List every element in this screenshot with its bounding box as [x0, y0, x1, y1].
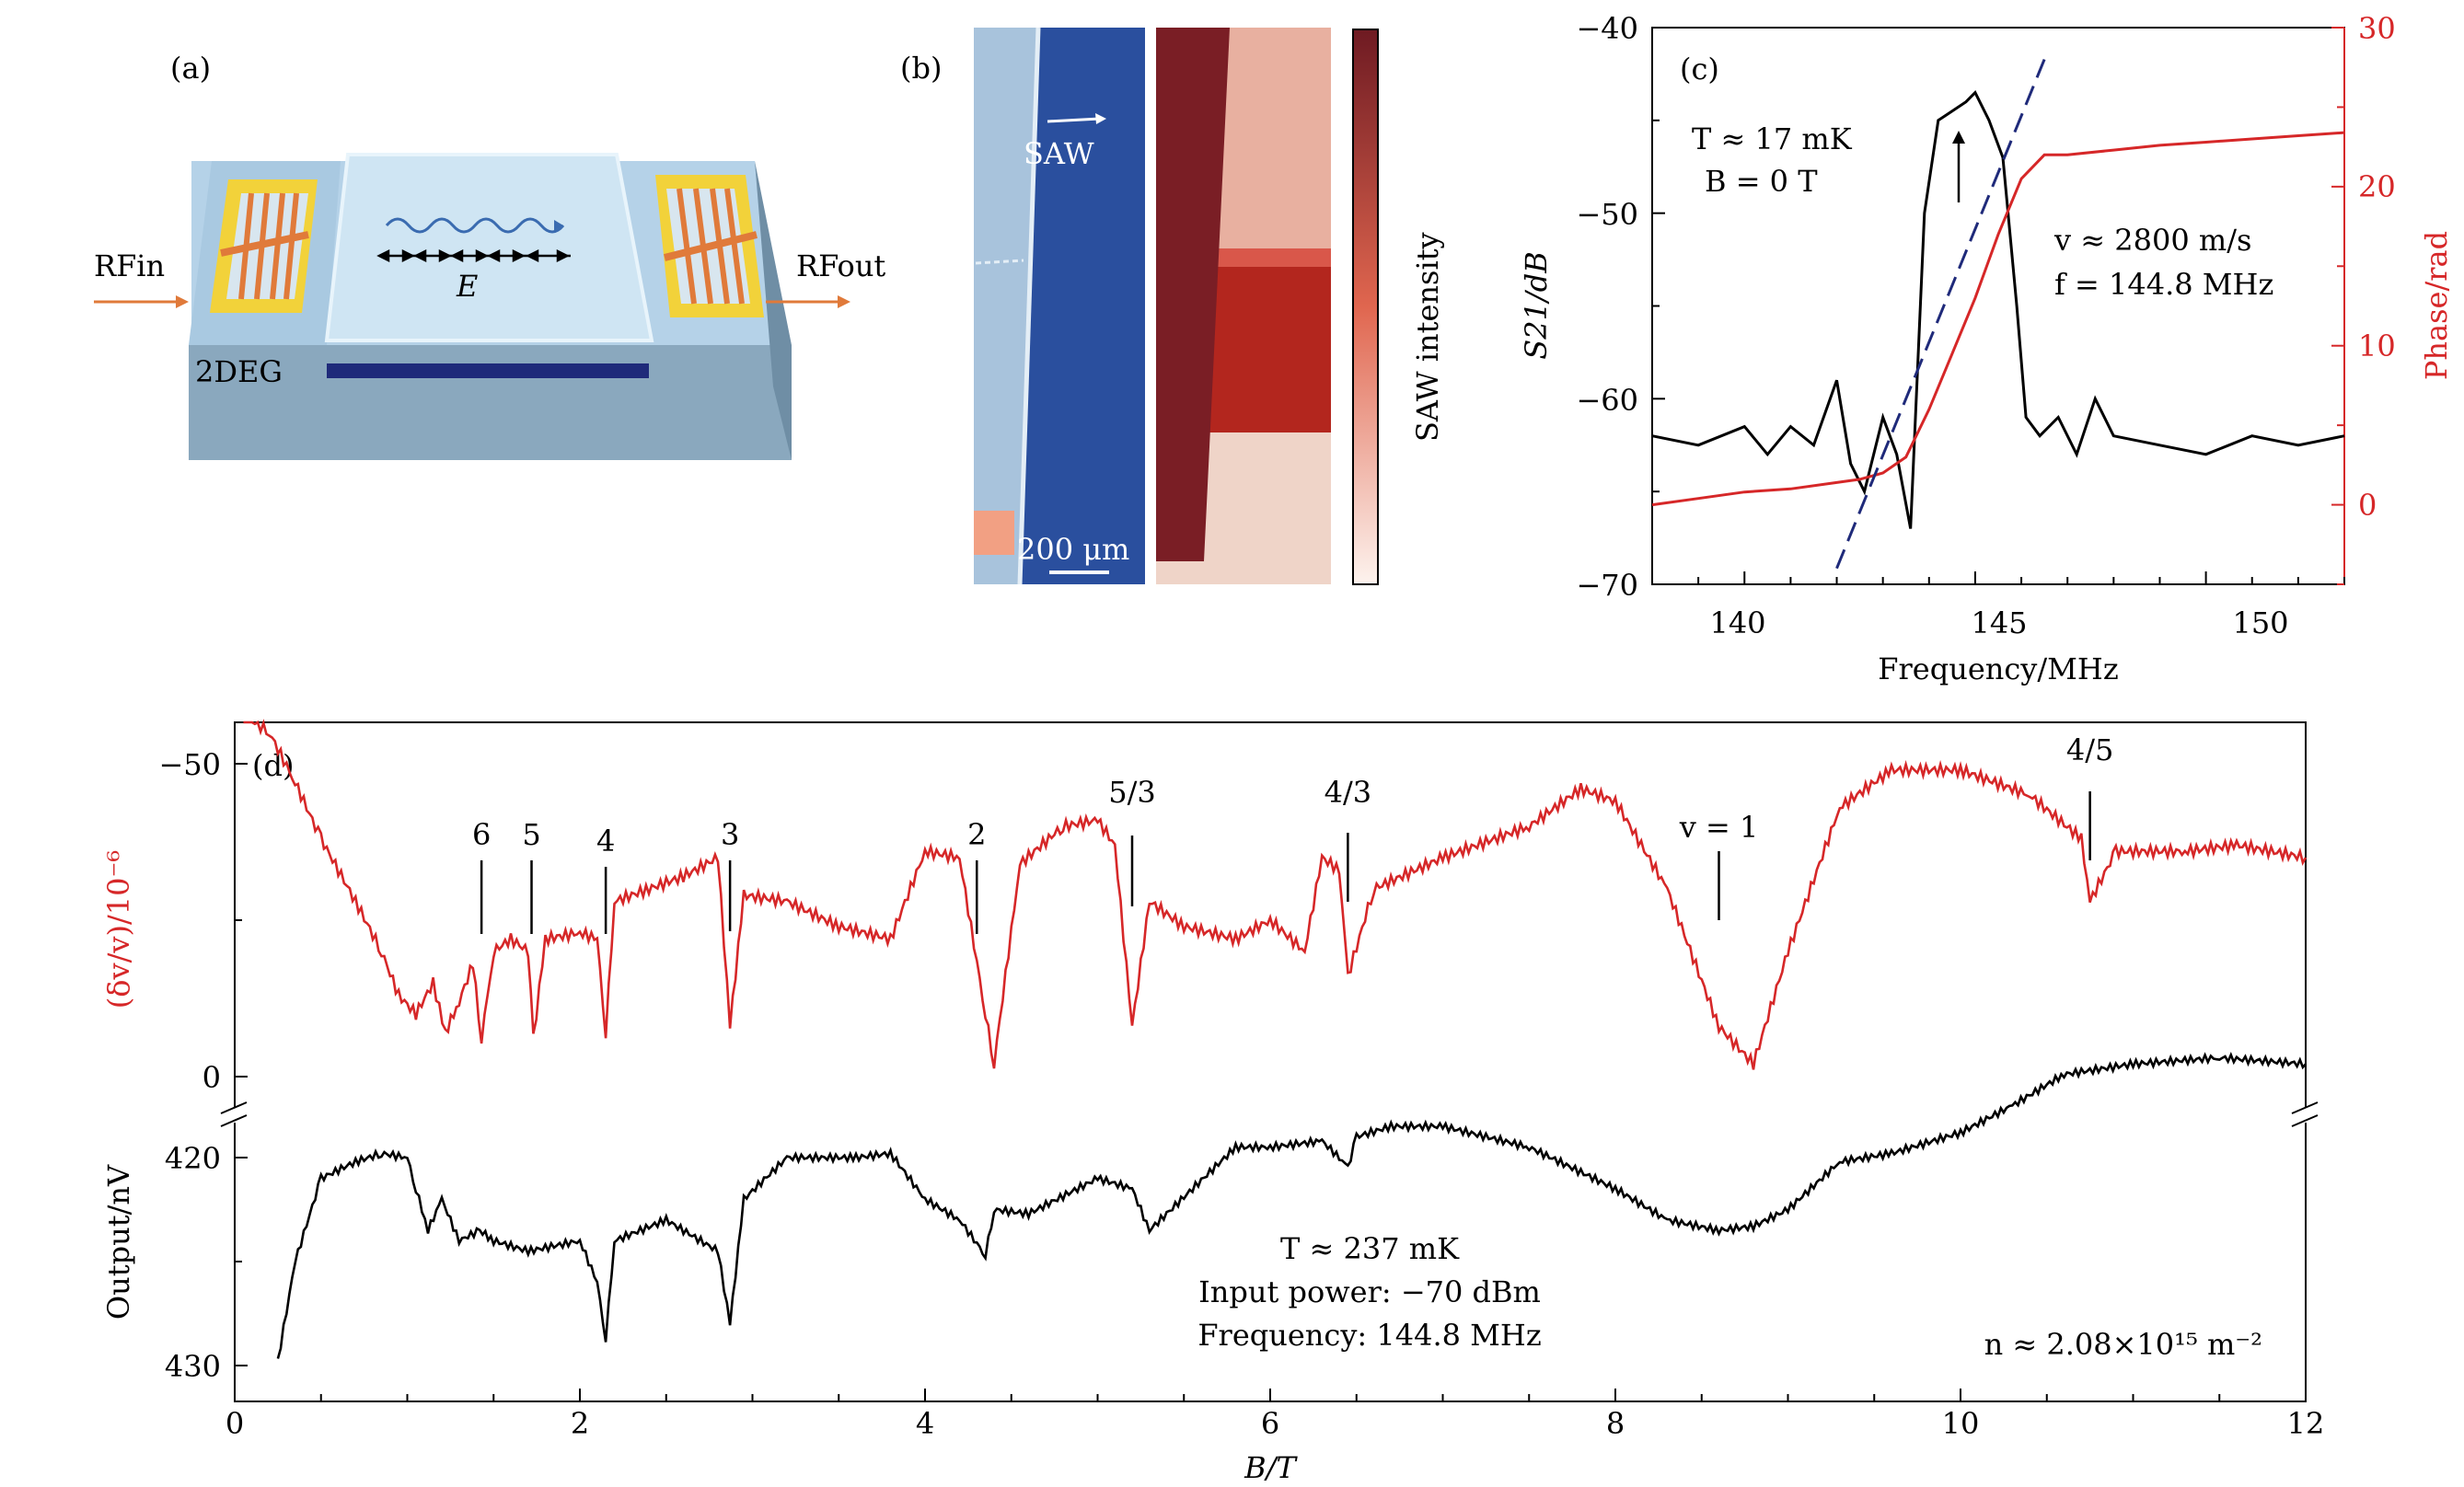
- rf-out-label: RFout: [796, 248, 885, 283]
- saw-direction-label: SAW: [1024, 136, 1094, 171]
- panel-d-x-tick-8: 8: [1606, 1406, 1625, 1441]
- saw-direction-arrowhead: [1095, 113, 1106, 124]
- panel-c-ry-tick-10: 10: [2358, 329, 2396, 363]
- two-deg-layer: [327, 363, 649, 378]
- filling-factor-label: 4/5: [2066, 732, 2114, 767]
- panel-c-y-tick-m50: −50: [1576, 197, 1638, 232]
- panel-c-annot-B: B = 0 T: [1705, 164, 1818, 199]
- panel-b: (b) SAW 200 μm SAW intensity: [900, 27, 1445, 585]
- filling-factor-label: 5: [522, 817, 540, 852]
- panel-d-x-tick-4: 4: [916, 1406, 934, 1441]
- panel-c-x-tick-150: 150: [2232, 605, 2288, 640]
- panel-d-x-tick-12: 12: [2287, 1406, 2325, 1441]
- panel-d-x-tick-2: 2: [571, 1406, 589, 1441]
- axis-break-left-icon: [220, 1101, 248, 1114]
- panel-c-x-tick-145: 145: [1971, 605, 2027, 640]
- panel-d-annot-freq: Frequency: 144.8 MHz: [1197, 1318, 1541, 1353]
- panel-d-x-tick-0: 0: [226, 1406, 244, 1441]
- two-deg-label: 2DEG: [195, 354, 283, 389]
- panel-c-frame: [1651, 27, 2345, 585]
- panel-d: (d) 0 2 4 6 8 10 12 −50 0 420 430 B/T (δ…: [101, 719, 2325, 1485]
- panel-d-annot-n: n ≈ 2.08×10¹⁵ m⁻²: [1984, 1327, 2262, 1362]
- panel-c-annot-T: T ≈ 17 mK: [1692, 121, 1853, 156]
- filling-factor-label: v = 1: [1679, 810, 1759, 845]
- panel-b-label: (b): [900, 51, 942, 86]
- panel-d-y-tick-m50: −50: [158, 747, 221, 782]
- optical-image-edge-line: [1017, 27, 1041, 585]
- panel-d-annot-T: T ≈ 237 mK: [1280, 1231, 1460, 1266]
- panel-d-series-output-line: [276, 1052, 2307, 1359]
- panel-c-ry-tick-30: 30: [2358, 11, 2396, 46]
- filling-factor-label: 6: [472, 817, 491, 852]
- panel-c-annot-v: v ≈ 2800 m/s: [2053, 223, 2251, 258]
- filling-factor-label: 2: [967, 817, 986, 852]
- panel-d-annot-power: Input power: −70 dBm: [1198, 1274, 1541, 1309]
- axis-break-left-line2: [220, 1114, 248, 1127]
- panel-c-ry-tick-0: 0: [2358, 488, 2377, 523]
- panel-d-series-velocity-shift-line: [243, 719, 2308, 1070]
- filling-factor-label: 4: [596, 824, 615, 859]
- panel-d-ylabel-top: (δv/v)/10⁻⁶: [101, 850, 136, 1009]
- right-idt: [655, 175, 764, 317]
- panel-c-ylabel-right: Phase/rad: [2419, 231, 2454, 380]
- panel-c-y-tick-m60: −60: [1576, 383, 1638, 418]
- filling-factor-label: 4/3: [1325, 775, 1372, 810]
- e-field-arrows-icon: [376, 248, 571, 263]
- filling-factor-label: 5/3: [1108, 775, 1156, 810]
- panel-a: (a): [94, 51, 885, 460]
- optical-image-pad: [974, 511, 1014, 555]
- panel-d-xlabel: B/T: [1244, 1450, 1298, 1485]
- scale-bar-label: 200 μm: [1017, 532, 1129, 567]
- panel-c-xlabel: Frequency/MHz: [1878, 651, 2118, 686]
- panel-c-series-transmission-line: [1651, 90, 2345, 529]
- rf-out-arrowhead: [838, 295, 850, 308]
- saw-wave-icon: [385, 217, 565, 234]
- optical-image-scratch: [975, 259, 1024, 265]
- colorbar: [1352, 29, 1379, 585]
- panel-d-y-tick-430: 430: [165, 1349, 221, 1384]
- panel-a-label: (a): [170, 51, 211, 86]
- panel-c-ry-tick-20: 20: [2358, 169, 2396, 204]
- colorbar-label: SAW intensity: [1410, 232, 1445, 442]
- saw-wave-arrowhead: [554, 220, 563, 231]
- rf-in-arrowhead: [176, 295, 189, 308]
- panel-c-peak-arrowhead: [1952, 131, 1965, 144]
- panel-c-label: (c): [1680, 52, 1719, 86]
- panel-d-x-tick-6: 6: [1261, 1406, 1279, 1441]
- rf-in-label: RFin: [94, 248, 165, 283]
- e-field-label: E: [456, 269, 478, 304]
- mesa: [324, 153, 654, 342]
- filling-factor-label: 3: [721, 817, 739, 852]
- panel-c-x-tick-140: 140: [1709, 605, 1765, 640]
- panel-c-y-tick-m70: −70: [1576, 568, 1638, 603]
- panel-d-y-tick-420: 420: [165, 1141, 221, 1176]
- axis-break-right-icon: [2291, 1101, 2319, 1114]
- panel-d-ylabel-bottom: Output/nV: [101, 1164, 136, 1320]
- panel-c-ylabel-left: S21/dB: [1519, 251, 1554, 359]
- panel-c-y-tick-m40: −40: [1576, 11, 1638, 46]
- panel-c-series-linear-fit-line: [1835, 59, 2046, 570]
- panel-d-x-tick-10: 10: [1942, 1406, 1980, 1441]
- panel-c-annot-f: f = 144.8 MHz: [2054, 267, 2273, 302]
- saw-intensity-dark-region: [1156, 28, 1230, 561]
- panel-d-y-tick-0: 0: [202, 1060, 221, 1095]
- panel-c-series-phase-line: [1651, 131, 2345, 507]
- substrate-right: [755, 161, 792, 460]
- left-idt: [210, 179, 318, 313]
- saw-direction-arrow-icon: [1047, 117, 1101, 123]
- axis-break-right-line2: [2291, 1114, 2319, 1127]
- panel-c: (c) 140 145 150 −40 −50 −60 −70 30 20 10…: [1519, 11, 2454, 686]
